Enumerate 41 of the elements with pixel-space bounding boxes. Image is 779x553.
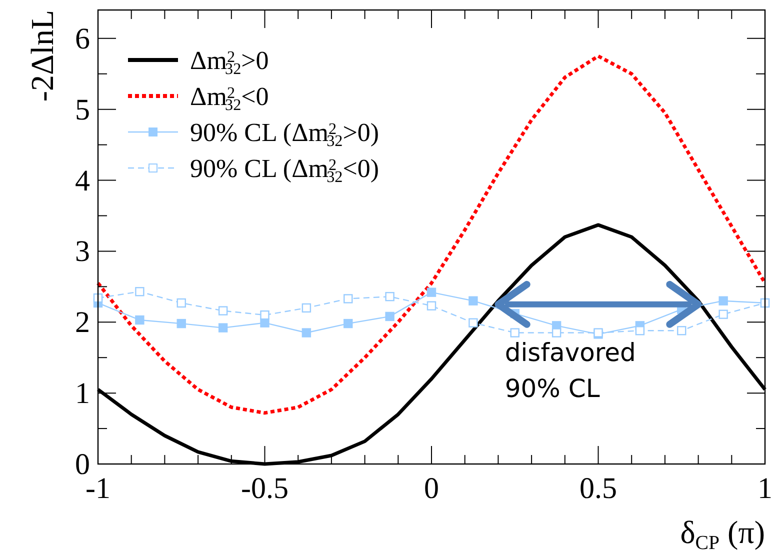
- y-tick-label: 4: [75, 164, 90, 198]
- point: [718, 296, 728, 306]
- x-tick-label: 0: [424, 472, 439, 505]
- point: [176, 318, 186, 328]
- legend-label: Δm$^{2}$$_{32}$>0: [190, 46, 269, 78]
- y-tick-label: 5: [75, 93, 90, 126]
- point: [344, 318, 353, 328]
- point: [302, 303, 312, 313]
- point: [468, 296, 478, 306]
- legend-label: 90% CL (Δm$^{2}$$_{32}$>0): [190, 118, 380, 150]
- point: [677, 326, 686, 336]
- point: [302, 328, 312, 338]
- y-tick-label: 1: [75, 377, 90, 410]
- legend-label: 90% CL (Δm$^{2}$$_{32}$<0): [190, 154, 380, 186]
- point: [426, 301, 436, 310]
- x-tick-label: 0.5: [580, 472, 617, 505]
- point: [385, 292, 394, 302]
- point: [552, 328, 562, 338]
- y-tick-label: 6: [75, 22, 90, 56]
- point: [718, 310, 728, 319]
- point: [218, 306, 228, 316]
- point: [260, 318, 270, 328]
- legend-label: Δm$^{2}$$_{32}$<0: [190, 82, 269, 114]
- y-tick-label: 2: [75, 306, 90, 340]
- point: [344, 294, 353, 304]
- point: [635, 326, 645, 336]
- point: [135, 315, 144, 325]
- x-tick-label: -0.5: [241, 472, 288, 505]
- point: [468, 318, 478, 328]
- point: [260, 310, 270, 320]
- point: [135, 287, 144, 296]
- point: [176, 298, 186, 308]
- point: [426, 288, 436, 297]
- x-axis-title: δ$_{CP}$ (π): [680, 514, 765, 553]
- y-tick-label: 3: [75, 235, 90, 268]
- annotation: disfavored 90% CL: [504, 338, 636, 404]
- point: [510, 328, 520, 338]
- y-axis-title: -2ΔlnL: [24, 10, 60, 102]
- x-tick-label: 1: [758, 472, 772, 505]
- point: [385, 312, 394, 322]
- point: [218, 323, 228, 332]
